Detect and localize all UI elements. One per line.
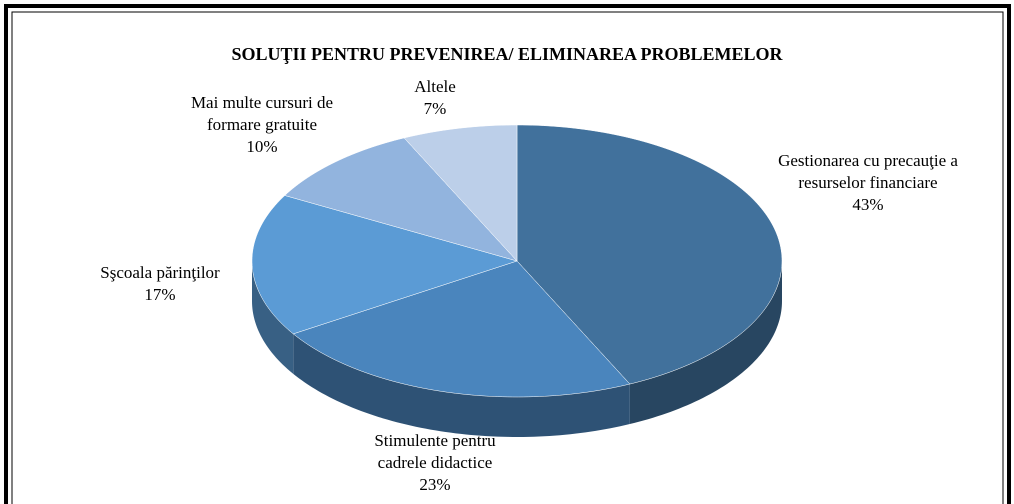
category-label: Sşcoala părinţilor: [100, 263, 220, 282]
data-label: Stimulente pentru cadrele didactice 23%: [355, 430, 515, 496]
chart-title: SOLUŢII PENTRU PREVENIREA/ ELIMINAREA PR…: [231, 44, 783, 64]
category-label: Gestionarea cu precauţie a resurselor fi…: [778, 151, 958, 192]
category-label: Mai multe cursuri de formare gratuite: [190, 93, 334, 134]
value-label: 7%: [423, 99, 447, 118]
frame-inner: [11, 11, 1004, 504]
data-label: Gestionarea cu precauţie a resurselor fi…: [768, 150, 968, 216]
slice: [516, 124, 783, 385]
data-label: Altele 7%: [385, 76, 485, 120]
data-label: Mai multe cursuri de formare gratuite 10%: [162, 92, 362, 158]
value-label: 43%: [852, 195, 884, 214]
frame: [4, 4, 1011, 504]
value-label: 17%: [144, 285, 176, 304]
slice-side: [629, 261, 782, 425]
slice: [292, 260, 631, 398]
value-label: 23%: [419, 475, 451, 494]
category-label: Stimulente pentru cadrele didactice: [374, 431, 496, 472]
data-label: Sşcoala părinţilor 17%: [60, 262, 260, 306]
value-label: 10%: [246, 137, 278, 156]
slice: [284, 137, 518, 262]
slice: [251, 195, 518, 335]
slice-side: [293, 333, 630, 437]
slice: [403, 124, 518, 262]
category-label: Altele: [414, 77, 456, 96]
slice-side: [252, 261, 294, 374]
